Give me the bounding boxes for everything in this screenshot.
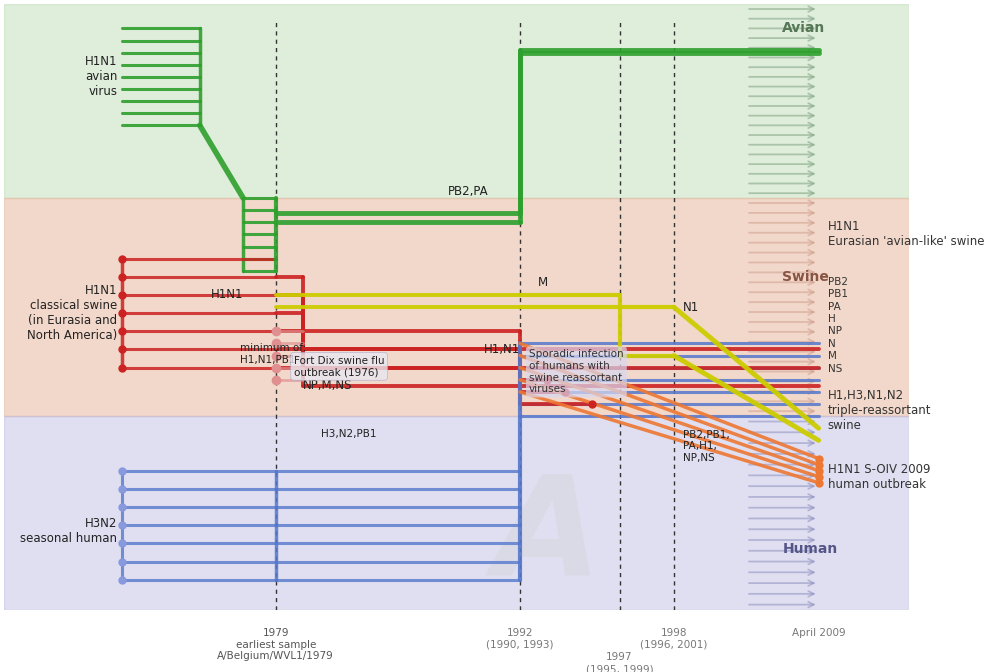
Text: PB2
PB1
PA
H
NP
N
M
NS: PB2 PB1 PA H NP N M NS [828,277,848,374]
Bar [4,416,909,610]
Text: Human: Human [782,542,838,556]
Text: H1N1
avian
virus: H1N1 avian virus [85,55,117,98]
Text: 1997
(1995, 1999): 1997 (1995, 1999) [586,653,653,672]
Text: Avian: Avian [782,22,826,36]
Text: PB2,PA: PB2,PA [448,185,488,198]
Text: NP,M,NS: NP,M,NS [303,379,352,392]
Text: N1: N1 [683,300,699,314]
Text: H1,H3,N1,N2
triple-reassortant
swine: H1,H3,N1,N2 triple-reassortant swine [828,388,931,431]
Text: A: A [493,470,601,605]
Bar [4,198,909,416]
Text: Fort Dix swine flu
outbreak (1976): Fort Dix swine flu outbreak (1976) [294,355,384,377]
Text: Sporadic infection
of humans with
swine reassortant
viruses: Sporadic infection of humans with swine … [529,349,624,394]
Text: H3N2
seasonal human: H3N2 seasonal human [20,517,117,545]
Text: H1N1
classical swine
(in Eurasia and
North America): H1N1 classical swine (in Eurasia and Nor… [27,284,117,342]
Text: 1992
(1990, 1993): 1992 (1990, 1993) [486,628,554,650]
Text: minimum of:
H1,N1,PB1: minimum of: H1,N1,PB1 [240,343,306,365]
Text: H3,N2,PB1: H3,N2,PB1 [321,429,376,439]
Text: 1979
earliest sample
A/Belgium/WVL1/1979: 1979 earliest sample A/Belgium/WVL1/1979 [217,628,334,661]
Bar [4,4,909,198]
Text: H1N1 S-OIV 2009
human outbreak: H1N1 S-OIV 2009 human outbreak [828,463,930,491]
Text: Swine: Swine [782,269,829,284]
Text: H1,N1: H1,N1 [484,343,520,356]
Text: 1998
(1996, 2001): 1998 (1996, 2001) [640,628,708,650]
Text: PB2,PB1,
PA,H1,
NP,NS: PB2,PB1, PA,H1, NP,NS [683,430,730,463]
Text: M: M [538,276,548,290]
Text: H1N1
Eurasian 'avian-like' swine: H1N1 Eurasian 'avian-like' swine [828,220,984,249]
Text: April 2009: April 2009 [792,628,845,638]
Text: H1N1: H1N1 [211,288,243,302]
